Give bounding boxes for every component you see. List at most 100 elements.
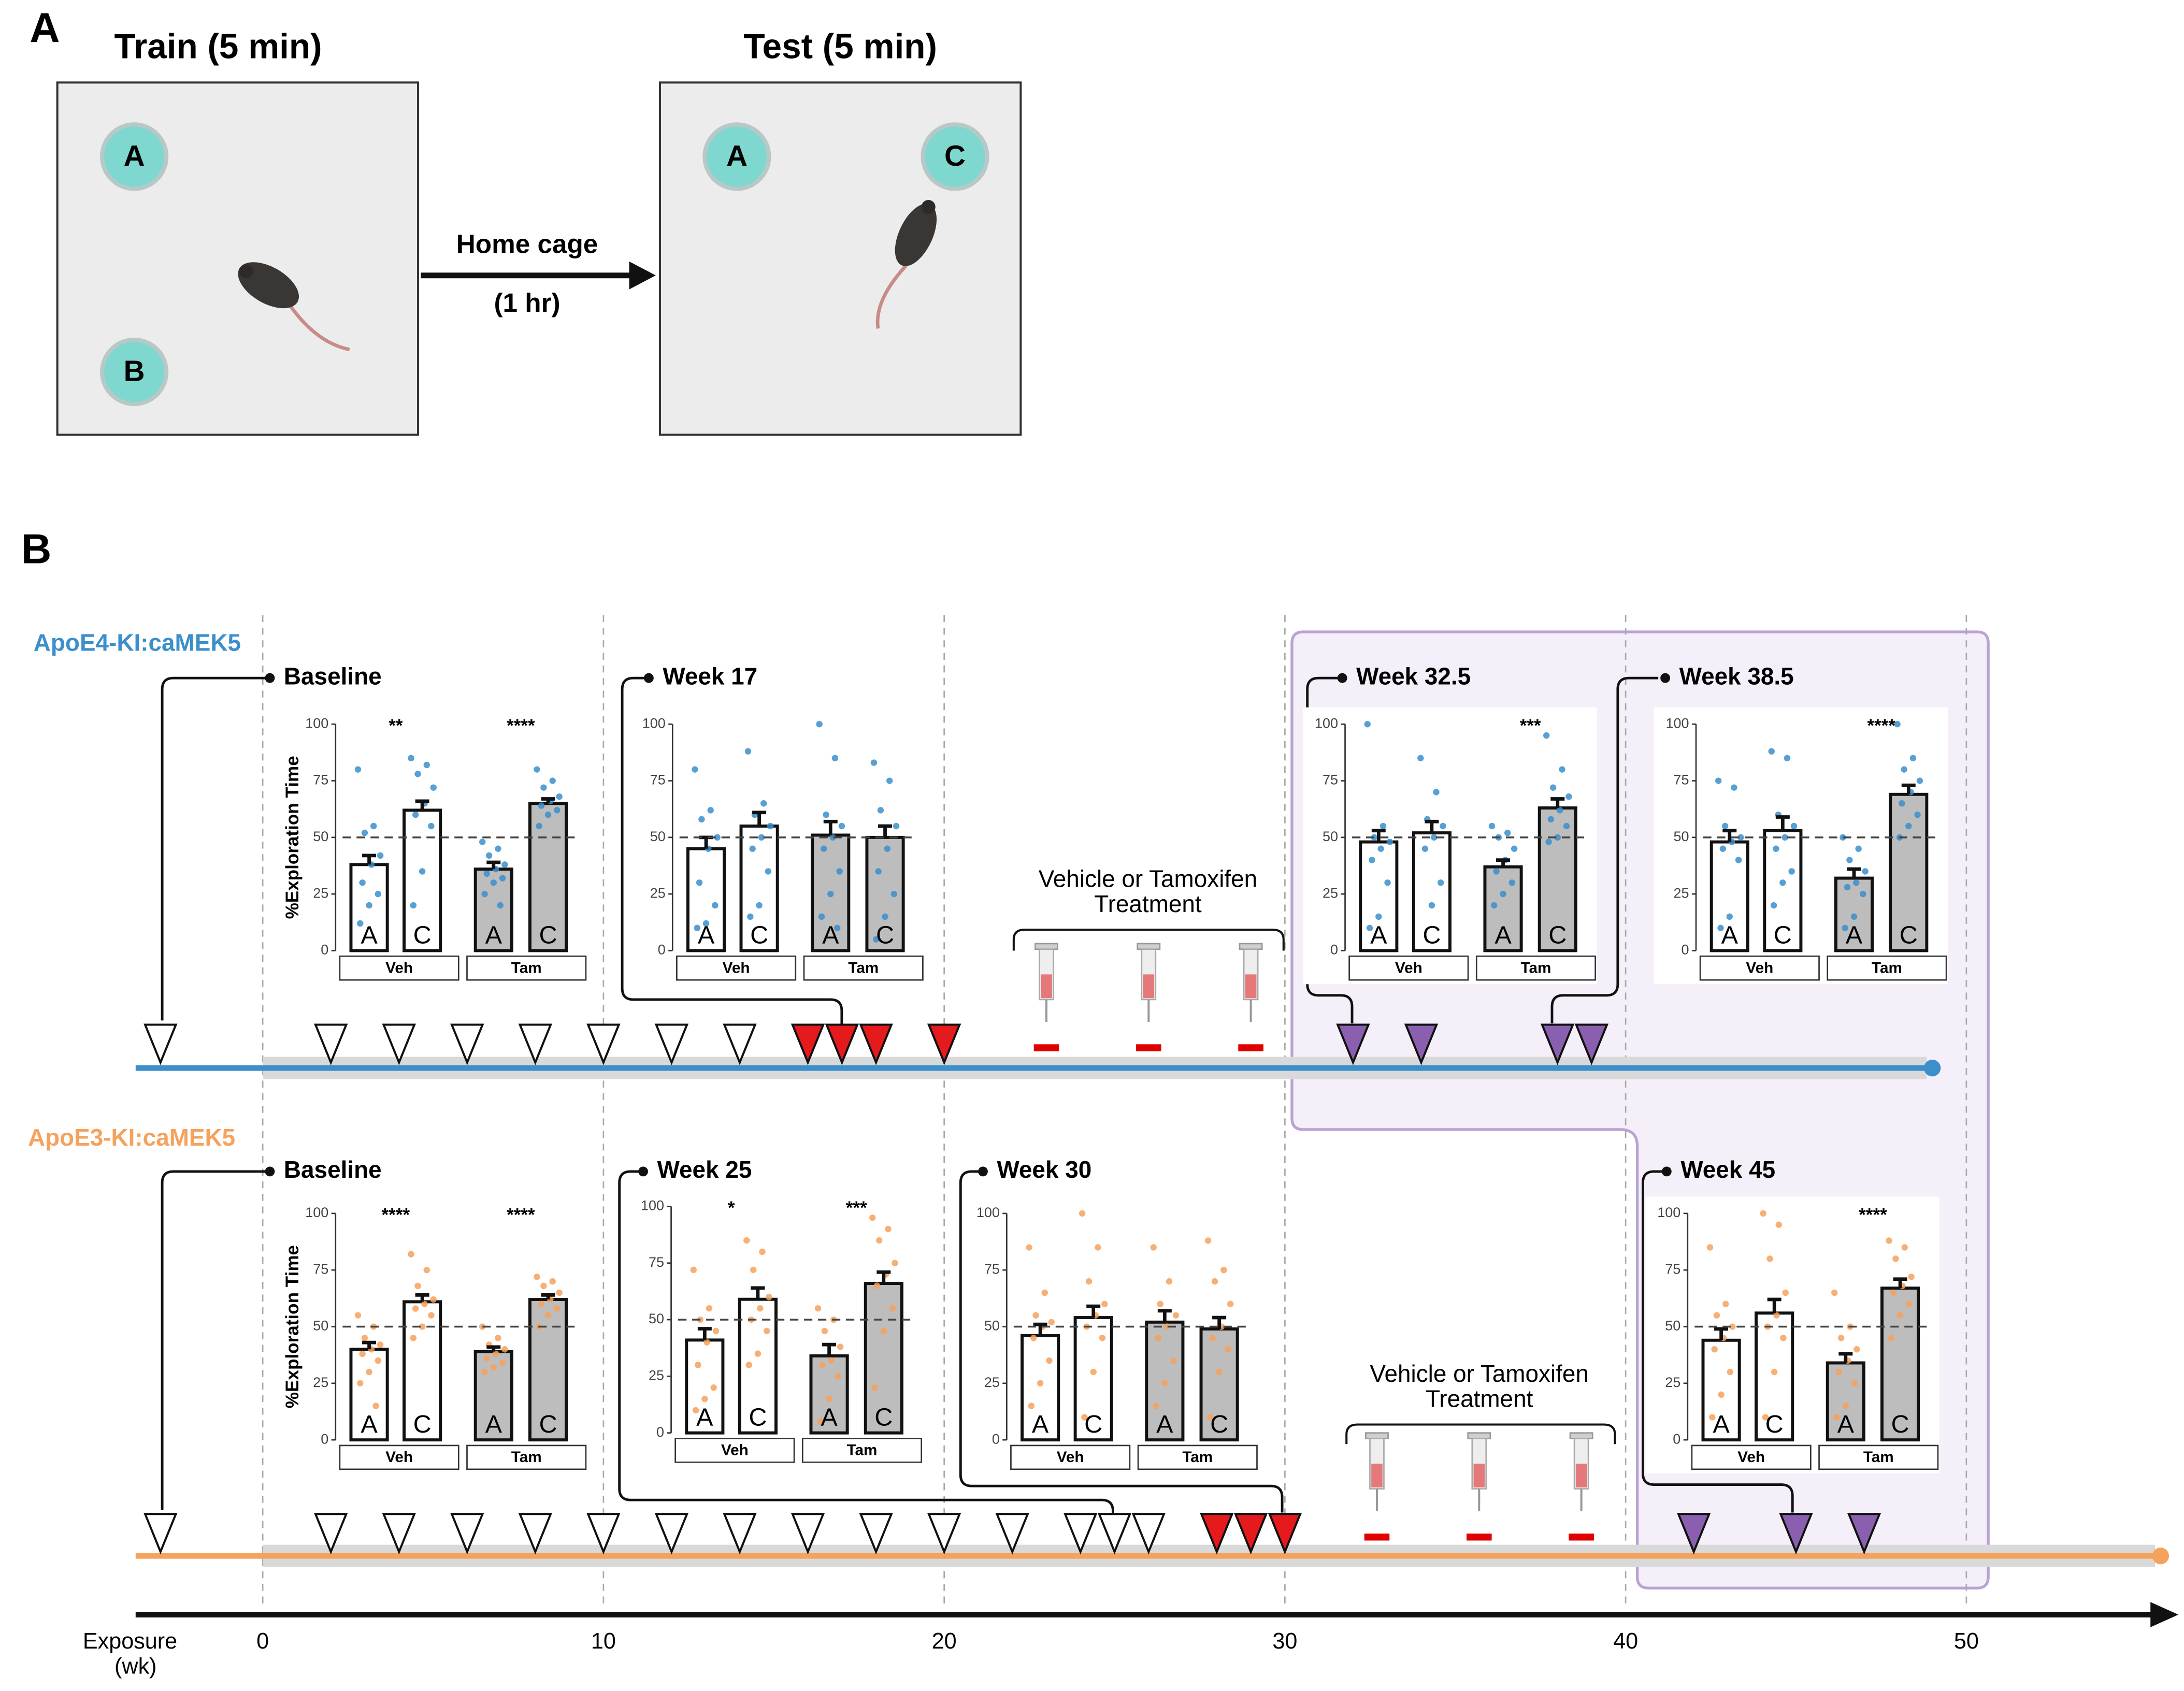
treatment-label: Treatment (1426, 1385, 1533, 1412)
data-point (758, 834, 765, 841)
data-point (1209, 1335, 1216, 1341)
data-point (816, 721, 823, 728)
injection-mark (1364, 1533, 1390, 1541)
data-point (744, 748, 752, 755)
data-point (430, 784, 437, 791)
data-point (870, 759, 878, 766)
arrow-head (629, 261, 656, 290)
bar (1359, 840, 1399, 952)
data-point (499, 1360, 506, 1366)
data-point (1846, 857, 1853, 863)
bar (1755, 1311, 1794, 1442)
category-label: C (874, 1404, 893, 1432)
data-point (1899, 800, 1905, 807)
data-point (1719, 845, 1727, 852)
data-point (1718, 1391, 1725, 1398)
category-label: C (1900, 921, 1918, 949)
data-point (1030, 1335, 1037, 1341)
data-point (359, 1350, 366, 1357)
data-point (430, 1296, 437, 1303)
syringe (1467, 1432, 1491, 1511)
group-box (1691, 1444, 1812, 1470)
data-point (1906, 1300, 1913, 1308)
syringe-liquid (1041, 974, 1052, 999)
data-point (1905, 822, 1912, 830)
treatment-label: Treatment (1094, 890, 1202, 917)
inset-title: Week 17 (663, 662, 757, 689)
syringe (1569, 1432, 1593, 1511)
data-point (540, 1282, 547, 1290)
data-point (1835, 1368, 1843, 1376)
title-bullet (265, 1166, 275, 1177)
data-point (1384, 879, 1391, 886)
category-label: A (698, 921, 715, 949)
data-point (882, 913, 888, 920)
group-label: ApoE4-KI:caMEK5 (34, 629, 241, 656)
category-label: C (413, 1410, 432, 1438)
test-title: Test (5 min) (743, 27, 937, 66)
data-point (421, 1300, 428, 1308)
y-tick-label: 0 (321, 942, 328, 958)
data-point (692, 766, 698, 773)
treatment-label: Vehicle or Tamoxifen (1370, 1360, 1588, 1387)
data-point (1152, 1403, 1159, 1409)
y-tick-label: 25 (650, 885, 666, 901)
data-point (423, 1267, 430, 1274)
data-point (1780, 1335, 1787, 1341)
y-tick-label: 50 (1674, 829, 1689, 844)
data-point (540, 784, 547, 791)
y-tick-label: 75 (1665, 1261, 1680, 1277)
mouse-body (238, 262, 299, 309)
data-point (419, 1323, 426, 1330)
data-point (695, 1362, 701, 1368)
connector (1306, 676, 1354, 1023)
y-tick-label: 100 (1315, 715, 1338, 731)
category-label: C (413, 921, 432, 949)
object (99, 122, 169, 191)
bar (1889, 792, 1929, 952)
category-label: A (696, 1404, 713, 1432)
data-point (710, 1384, 717, 1391)
data-point (1896, 1312, 1904, 1319)
data-point (1908, 1274, 1915, 1280)
data-point (763, 1327, 770, 1335)
group-box (339, 1444, 459, 1470)
data-point (483, 870, 491, 877)
y-tick-label: 25 (649, 1367, 664, 1383)
data-point (821, 845, 827, 852)
data-point (759, 1248, 766, 1255)
data-point (890, 890, 898, 898)
category-label: A (822, 921, 839, 949)
data-point (873, 1282, 881, 1289)
category-label: A (1846, 921, 1863, 949)
mouse-body (895, 204, 937, 266)
bar (809, 1354, 849, 1435)
data-point (1844, 884, 1851, 891)
data-point (1894, 721, 1901, 728)
data-point (1790, 822, 1798, 830)
data-point (1860, 890, 1866, 898)
data-point (419, 868, 426, 875)
data-point (817, 1418, 824, 1425)
data-point (1726, 913, 1733, 920)
category-label: A (1495, 921, 1512, 949)
x-tick-label: 50 (1954, 1629, 1979, 1654)
category-label: A (1721, 921, 1738, 949)
data-point (1081, 1414, 1088, 1421)
treatment-label: Vehicle or Tamoxifen (1039, 865, 1257, 892)
data-point (1026, 1244, 1032, 1251)
object-label: C (944, 140, 966, 172)
test-marker (1064, 1513, 1098, 1555)
data-point (1721, 822, 1729, 830)
data-point (1500, 890, 1506, 898)
data-point (1768, 748, 1775, 755)
data-point (703, 1339, 710, 1346)
data-point (428, 822, 435, 830)
group-box (676, 955, 797, 981)
data-point (1853, 879, 1860, 886)
inset-title: Week 32.5 (1356, 662, 1471, 689)
inset-title: Week 38.5 (1679, 662, 1794, 689)
data-point (1711, 1346, 1718, 1353)
